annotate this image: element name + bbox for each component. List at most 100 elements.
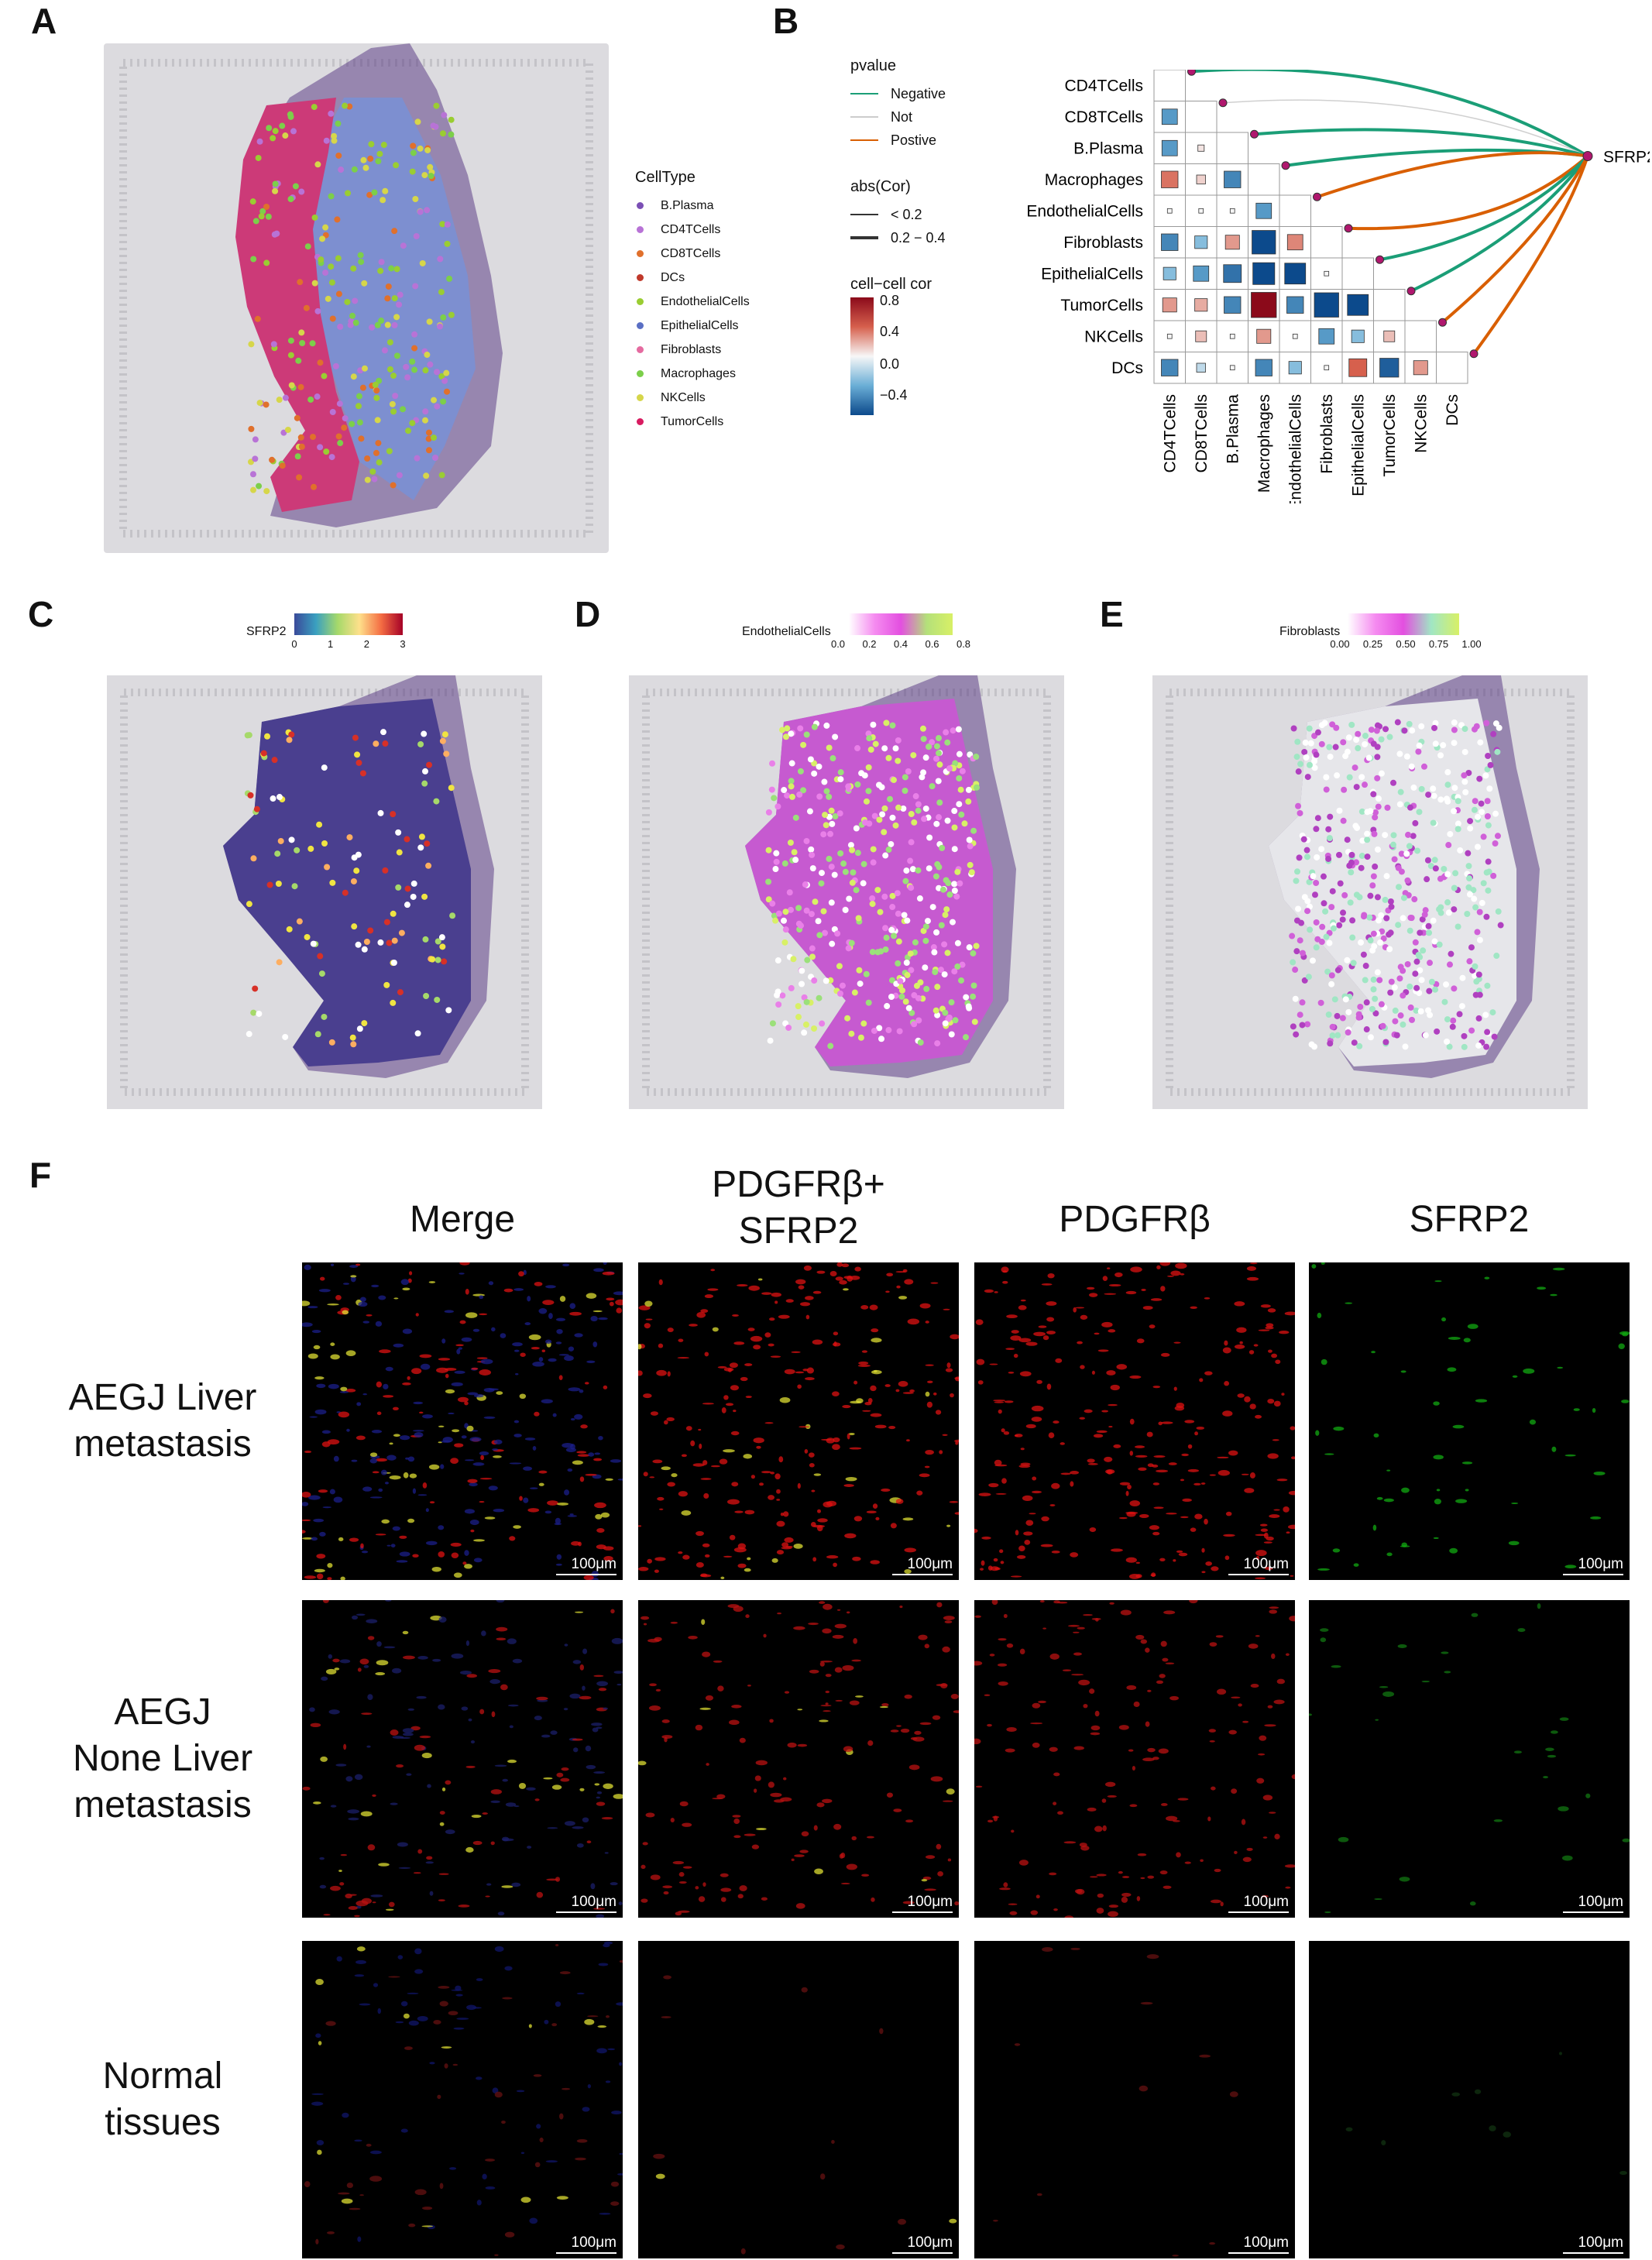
expression-spot <box>816 994 823 1001</box>
signal-blob <box>1023 1531 1033 1536</box>
expression-spot <box>351 923 358 930</box>
signal-blob <box>822 1628 832 1634</box>
signal-blob <box>1345 2127 1353 2131</box>
expression-spot <box>965 786 972 793</box>
cell-dot <box>438 289 445 296</box>
signal-blob <box>325 2021 336 2026</box>
legend-dot-icon <box>637 322 644 329</box>
cell-dot <box>410 143 417 149</box>
signal-blob <box>421 2207 433 2210</box>
signal-blob <box>1551 1446 1557 1452</box>
expression-spot <box>355 851 362 858</box>
signal-blob <box>1128 1749 1134 1752</box>
expression-spot <box>246 1031 252 1038</box>
signal-blob <box>811 1489 816 1492</box>
expression-spot <box>856 967 863 974</box>
cell-dot <box>272 187 279 194</box>
row-label: Fibroblasts <box>1063 234 1143 252</box>
expression-spot <box>1383 873 1390 880</box>
signal-blob <box>369 2176 383 2182</box>
expression-spot <box>1451 906 1458 913</box>
signal-blob <box>357 1668 362 1672</box>
signal-blob <box>712 1798 723 1800</box>
expression-spot <box>1412 970 1419 977</box>
signal-blob <box>582 1817 589 1823</box>
signal-blob <box>333 1455 339 1462</box>
signal-blob <box>1173 1386 1177 1391</box>
signal-blob <box>869 1304 878 1310</box>
signal-blob <box>470 1740 476 1744</box>
signal-blob <box>732 1314 739 1317</box>
heatmap-cell-frame <box>1373 289 1406 321</box>
expression-spot <box>832 812 839 819</box>
expression-spot <box>1329 721 1336 728</box>
expression-spot <box>1374 754 1381 761</box>
signal-blob <box>836 1262 843 1267</box>
signal-blob <box>1309 1713 1313 1716</box>
heatmap-cell <box>1351 329 1365 343</box>
expression-spot <box>1331 996 1338 1003</box>
expression-spot <box>1358 939 1365 946</box>
signal-blob <box>1032 1476 1037 1481</box>
signal-blob <box>728 1719 740 1726</box>
expression-spot <box>1362 733 1369 740</box>
expression-spot <box>1299 1022 1306 1029</box>
signal-blob <box>456 1348 461 1355</box>
signal-blob <box>744 1833 756 1836</box>
expression-spot <box>1431 938 1438 945</box>
signal-blob <box>833 1823 842 1830</box>
signal-blob <box>1160 1286 1166 1292</box>
signal-blob <box>452 1429 460 1433</box>
signal-blob <box>784 1537 794 1543</box>
signal-blob <box>900 1728 910 1733</box>
signal-blob <box>1234 1850 1238 1854</box>
expression-spot <box>785 1024 792 1031</box>
legend-label: Macrophages <box>661 366 736 380</box>
heatmap-cell <box>1161 108 1178 125</box>
expression-spot <box>1445 909 1452 916</box>
expression-spot <box>774 803 781 810</box>
correlation-link <box>1410 155 1589 293</box>
signal-blob <box>593 1458 603 1461</box>
signal-blob <box>598 1436 603 1441</box>
cell-dot <box>421 172 428 179</box>
expression-spot <box>955 726 962 733</box>
signal-blob <box>1444 1671 1451 1674</box>
signal-blob <box>1089 1527 1097 1533</box>
signal-blob <box>455 1344 464 1347</box>
cell-dot <box>434 403 441 410</box>
signal-blob <box>893 1808 902 1812</box>
expression-spot <box>1497 922 1504 929</box>
expression-spot <box>363 939 370 946</box>
expression-spot <box>286 926 293 933</box>
signal-blob <box>1284 1864 1295 1868</box>
celltype-legend-item: DCs <box>637 266 750 290</box>
signal-blob <box>369 1458 378 1464</box>
signal-blob <box>480 1358 493 1365</box>
signal-blob <box>994 1291 998 1293</box>
expression-spot <box>888 840 895 847</box>
signal-blob <box>613 1291 623 1296</box>
signal-blob <box>1285 1653 1290 1657</box>
signal-blob <box>1231 1696 1241 1698</box>
heatmap-cell <box>1288 361 1302 375</box>
expression-spot <box>792 814 799 821</box>
signal-blob <box>1073 1746 1084 1750</box>
signal-blob <box>1173 1559 1176 1562</box>
signal-blob <box>1178 1552 1188 1557</box>
signal-blob <box>366 1314 373 1317</box>
fluorescence-image-svg <box>653 1975 957 2255</box>
signal-blob <box>414 1948 422 1955</box>
signal-blob <box>322 1506 332 1509</box>
expression-spot <box>920 769 927 776</box>
legend-label: EndothelialCells <box>661 294 750 308</box>
signal-blob <box>904 1694 912 1699</box>
expression-spot <box>250 1009 257 1016</box>
signal-blob <box>509 1725 513 1729</box>
signal-blob <box>1267 1453 1279 1459</box>
cell-dot <box>304 243 311 250</box>
expression-spot <box>878 1036 885 1042</box>
expression-spot <box>1461 772 1468 779</box>
expression-spot <box>1408 1016 1415 1023</box>
signal-blob <box>1087 1807 1097 1812</box>
